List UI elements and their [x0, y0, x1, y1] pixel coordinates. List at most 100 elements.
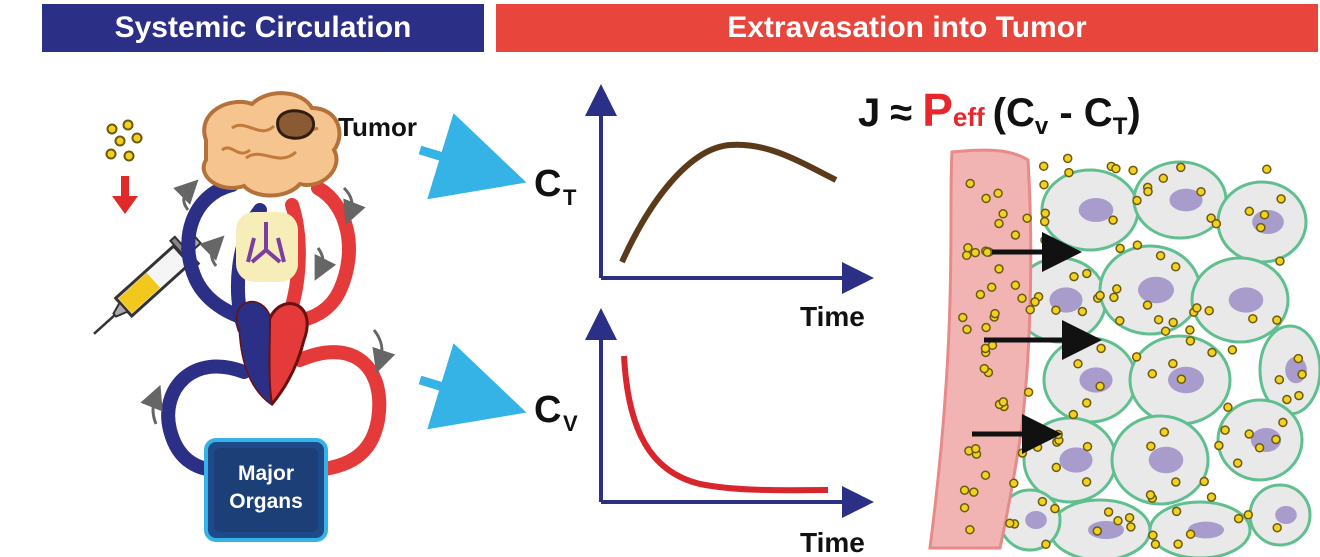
cell-nucleus: [1059, 447, 1093, 473]
systemic-circulation-banner: Systemic Circulation: [42, 4, 484, 52]
nanoparticle: [998, 397, 1009, 407]
nanoparticle: [1051, 305, 1061, 315]
nanoparticle: [980, 470, 991, 480]
major-organs-box: Major Organs: [204, 438, 328, 542]
cell-nucleus: [1079, 367, 1113, 393]
nanoparticle: [1032, 442, 1043, 452]
nanoparticle: [1254, 443, 1265, 453]
nanoparticle: [1153, 314, 1164, 325]
nanoparticle: [1185, 336, 1196, 346]
nanoparticle: [1192, 303, 1202, 313]
nanoparticle: [1259, 210, 1270, 220]
nanoparticle: [1159, 427, 1170, 437]
nanoparticle: [1160, 326, 1171, 336]
nanoparticle: [1276, 194, 1286, 204]
nanoparticle: [1109, 292, 1119, 303]
cell-nucleus: [1138, 276, 1174, 304]
tumor-to-graph-arrow: [418, 113, 527, 200]
nanoparticle: [990, 308, 1000, 319]
nanoparticle: [1185, 325, 1195, 335]
blood-vessel-wall: [928, 148, 1033, 550]
nanoparticle: [1206, 213, 1216, 223]
nanoparticle: [1168, 317, 1178, 328]
nanoparticle: [1017, 293, 1027, 304]
nanoparticle: [1148, 530, 1158, 540]
organs-label-line1: Major: [238, 462, 294, 485]
nanoparticle: [1023, 387, 1034, 397]
nanoparticle: [1005, 518, 1015, 529]
nanoparticle: [1095, 381, 1105, 392]
ct-axis-label: C: [534, 163, 561, 205]
nanoparticle: [1039, 179, 1049, 190]
flux-equation: J ≈ Peff (Cv - CT): [858, 84, 1141, 140]
nanoparticle: [1173, 539, 1183, 549]
nanoparticle: [1038, 161, 1049, 171]
nanoparticle: [994, 264, 1004, 274]
cell-nucleus: [1025, 511, 1047, 529]
nanoparticle: [1126, 522, 1136, 532]
nanoparticle: [1030, 297, 1040, 307]
tumor-concentration-graph: C T Time: [534, 84, 874, 332]
nanoparticle: [965, 178, 975, 189]
nanoparticle: [1176, 374, 1187, 384]
nanoparticle: [1274, 374, 1285, 385]
nanoparticle: [1082, 441, 1093, 452]
nanoparticle: [1206, 492, 1217, 502]
nanoparticle: [1171, 477, 1181, 487]
nanoparticle: [970, 443, 981, 454]
extravasation-banner: Extravasation into Tumor: [496, 4, 1318, 52]
nanoparticle: [981, 193, 991, 204]
nanoparticle: [1064, 167, 1074, 178]
nanoparticle: [979, 363, 990, 374]
nanoparticle: [1158, 173, 1169, 184]
nanoparticle: [1150, 539, 1161, 550]
tumor-concentration-curve: [619, 141, 838, 264]
heart-icon: [236, 300, 309, 406]
nanoparticle: [963, 243, 973, 253]
lungs-icon: [236, 212, 298, 282]
nanoparticle: [1145, 490, 1156, 500]
nanoparticle: [1040, 235, 1050, 245]
nanoparticle: [1278, 417, 1288, 428]
nanoparticle: [1142, 300, 1153, 310]
nanoparticle: [1207, 347, 1217, 358]
cv-axis-label: C: [534, 389, 561, 431]
nanoparticle: [1294, 390, 1304, 401]
cell-nucleus: [1078, 198, 1114, 222]
nanoparticle: [1233, 513, 1244, 524]
nanoparticle: [1244, 429, 1254, 439]
time-axis-label-bottom: Time: [800, 527, 865, 557]
nanoparticle: [1051, 462, 1062, 473]
nanoparticle: [1128, 165, 1138, 176]
nanoparticle: [1272, 315, 1282, 325]
injection-arrow-icon: [112, 176, 138, 214]
nanoparticle: [1095, 290, 1105, 301]
nanoparticle: [1113, 516, 1123, 526]
cell-nucleus: [1169, 188, 1203, 212]
flow-direction-arrows: [140, 179, 396, 425]
nanoparticle: [1039, 216, 1050, 227]
nanoparticle: [1041, 539, 1051, 550]
nanoparticle: [1204, 305, 1214, 316]
nanoparticle: [1069, 271, 1079, 282]
nanoparticle: [1115, 315, 1125, 326]
nanoparticle: [1143, 186, 1153, 197]
nanoparticle: [1211, 218, 1222, 229]
nanoparticle: [1017, 448, 1028, 458]
nanoparticle: [1248, 313, 1258, 324]
nanoparticle: [1053, 429, 1063, 440]
nanoparticle: [1297, 369, 1307, 380]
nanoparticle: [1096, 343, 1106, 354]
nanoparticle: [1111, 163, 1121, 174]
nanoparticle: [1199, 476, 1209, 487]
nanoparticle: [1068, 409, 1079, 420]
nanoparticle: [1081, 398, 1092, 408]
ct-axis-subscript: T: [563, 185, 577, 210]
nanoparticle: [975, 289, 986, 300]
nanoparticle: [1077, 306, 1088, 317]
nanoparticle: [1155, 250, 1166, 261]
nanoparticle: [980, 343, 991, 354]
nanoparticle: [959, 502, 970, 513]
nanoparticle: [1168, 358, 1178, 369]
